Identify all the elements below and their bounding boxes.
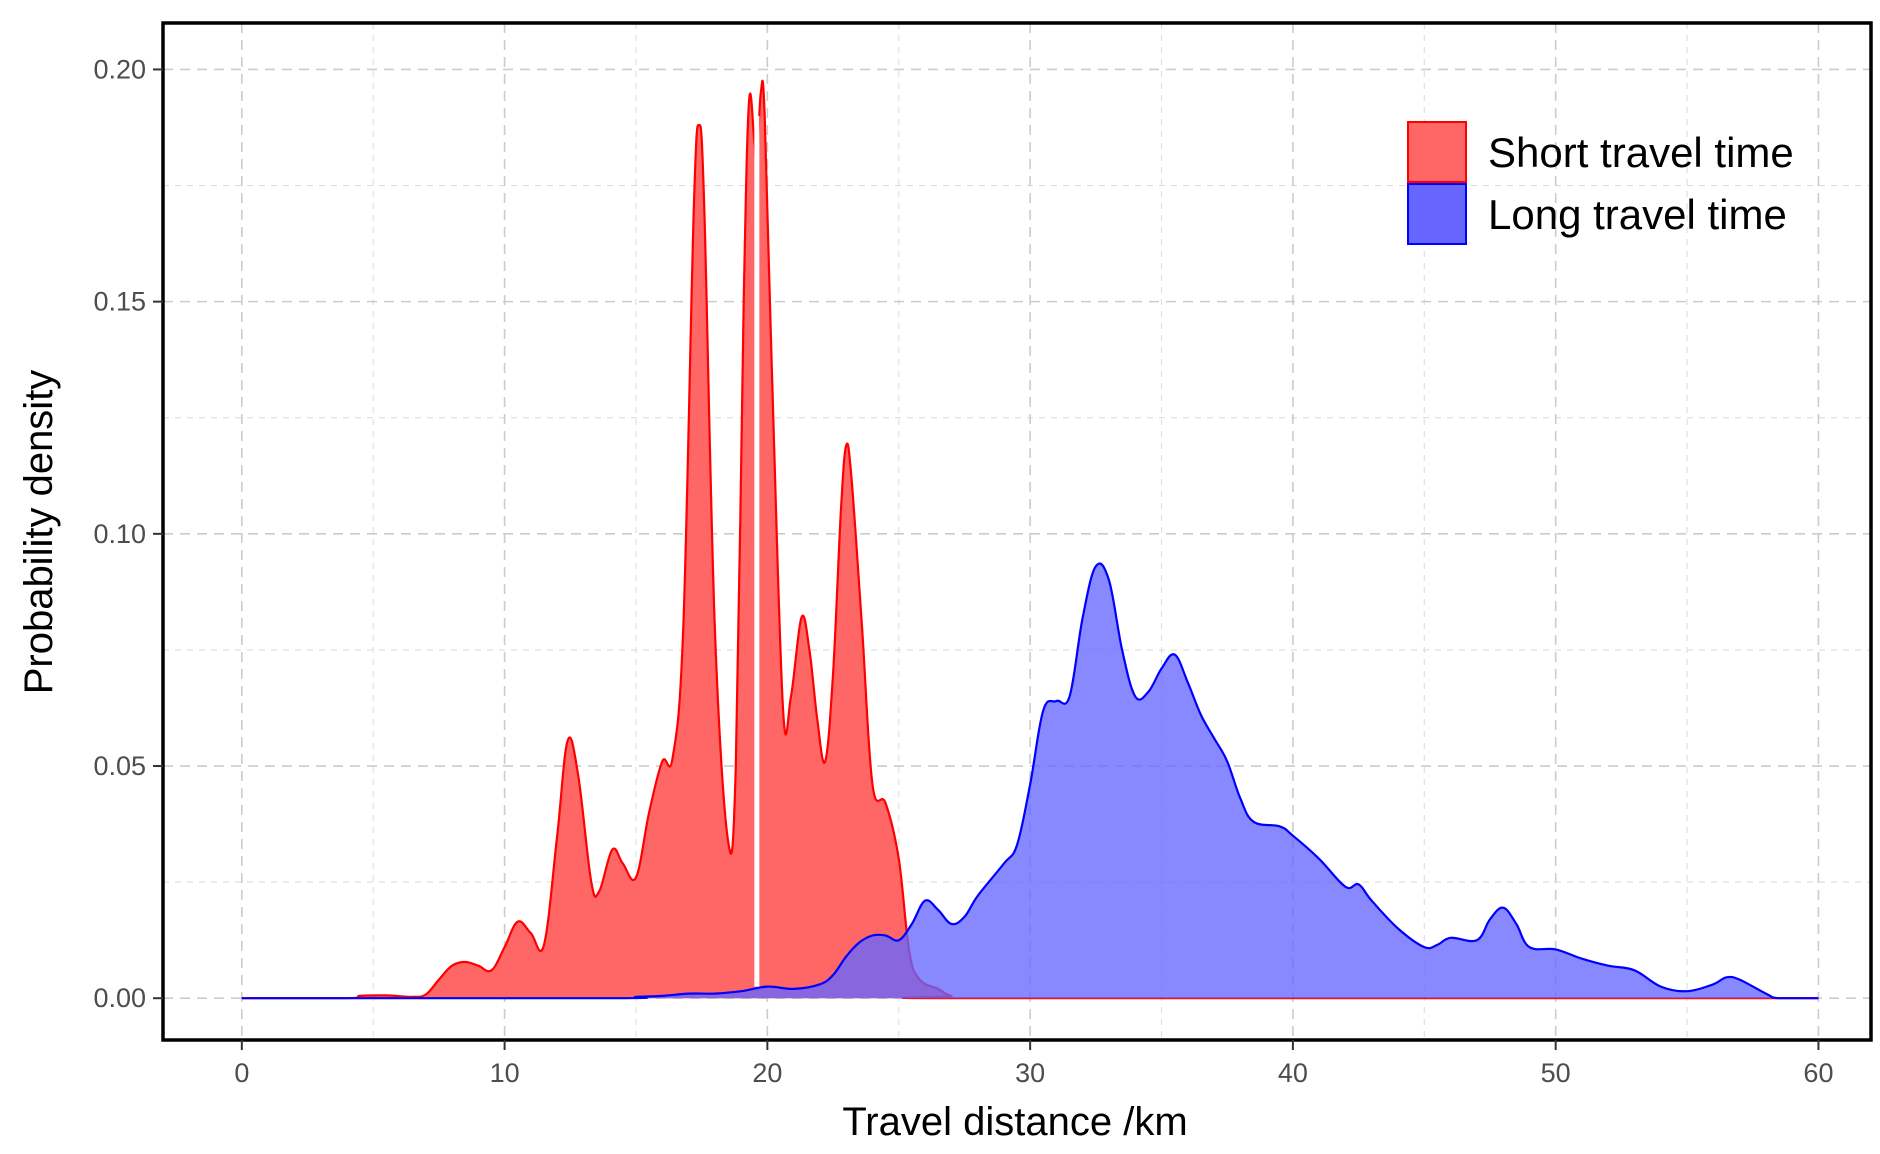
- x-tick-label: 40: [1278, 1058, 1308, 1088]
- legend-label-long-travel-time: Long travel time: [1488, 191, 1787, 238]
- x-axis: 0 10 20 30 40 50 60: [234, 1040, 1833, 1088]
- series-layer: [241, 79, 1819, 1000]
- y-tick-label: 0.15: [93, 287, 146, 317]
- y-axis: 0.00 0.05 0.10 0.15 0.20: [93, 54, 163, 1013]
- series-line-short-travel-time: [241, 79, 1819, 1000]
- x-tick-label: 60: [1803, 1058, 1833, 1088]
- x-tick-label: 10: [490, 1058, 520, 1088]
- y-tick-label: 0.00: [93, 983, 146, 1013]
- legend-key-short-travel-time: [1407, 121, 1467, 183]
- y-tick-label: 0.05: [93, 751, 146, 781]
- legend-key-long-travel-time: [1407, 183, 1467, 245]
- y-axis-title: Probability density: [17, 370, 61, 695]
- x-tick-label: 50: [1541, 1058, 1571, 1088]
- series-line-long-travel-time: [241, 562, 1819, 1000]
- x-tick-label: 0: [234, 1058, 249, 1088]
- legend-label-short-travel-time: Short travel time: [1488, 129, 1794, 176]
- legend: Short travel time Long travel time: [1407, 121, 1794, 245]
- series-area-long-travel-time: [241, 563, 1819, 999]
- plot-border: [161, 21, 1873, 1042]
- x-tick-label: 20: [752, 1058, 782, 1088]
- y-tick-label: 0.20: [93, 54, 146, 84]
- x-tick-label: 30: [1015, 1058, 1045, 1088]
- x-axis-title: Travel distance /km: [842, 1100, 1187, 1144]
- y-tick-label: 0.10: [93, 519, 146, 549]
